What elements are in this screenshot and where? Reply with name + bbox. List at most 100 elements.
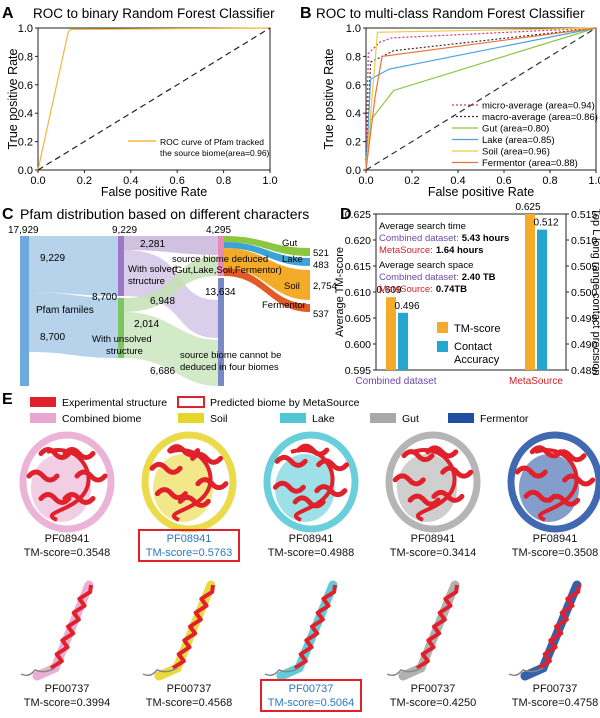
plotB-xtick-label: 0.4 [450,175,465,187]
bar-contact-accuracy-1 [537,229,547,370]
flow-pfam-solved [29,236,118,296]
protein-structure-globular [263,431,359,533]
legend-b-label-2: Gut (area=0.80) [482,124,549,135]
plotB-xtick-label: 0.8 [542,175,557,187]
panel-c: C Pfam distribution based on different c… [2,206,337,386]
plotA-xtick-label: 1.0 [262,175,277,187]
flow-unsolved-deduced [124,256,218,312]
structure-grid: PF08941 TM-score=0.3548 PF08941 TM-score=0.… [19,431,600,712]
protein-structure-helix [508,580,582,681]
annot-space-meta-value: 0.74TB [436,284,467,295]
protein-structure-globular [141,431,237,533]
protein-structure-helix [386,580,460,681]
experimental-helix [292,495,326,509]
node-fermentor-label: Fermentor [262,300,306,311]
node-deduced-label-1: source biome deduced [172,254,268,265]
structure-pfam-label: PF08941 [45,533,90,545]
bar-value-label: 0.625 [515,202,540,213]
plot-d-ytick-right-label: 0.505 [571,261,597,273]
experimental-helix [272,480,306,494]
node-gut-value: 521 [313,248,329,259]
overlay-model-shape [19,431,115,533]
structure-pfam-label: PF00737 [167,683,212,695]
protein-structure-helix [264,580,338,681]
panel-b: B ROC to multi-class Random Forest Class… [300,5,600,199]
plotA-xtick-label: 0.0 [30,175,45,187]
flow-pfam-solved-value: 9,229 [40,253,65,264]
plot-a-xlabel: False positive Rate [101,185,207,199]
legend-e-predicted-swatch [177,396,205,408]
annot-time-title: Average search time [379,221,466,232]
experimental-helix [514,465,548,479]
annot-time-meta-value: 1.64 hours [436,245,484,256]
plot-d-ytick-left-label: 0.610 [345,287,371,299]
structure-pfam-label: PF08941 [411,533,456,545]
predicted-biome-highlight-box [260,679,362,712]
plot-d-ytick-right-label: 0.485 [571,365,597,377]
plot-d-ytick-left-label: 0.600 [345,339,371,351]
node-solved-label-1: With solved [128,264,177,275]
experimental-backbone [46,448,91,522]
bar-value-label: 0.609 [376,285,401,296]
node-deduced-label-2: (Gut,Lake,Soil,Fermentor) [172,265,282,276]
plot-b-frame [365,27,597,171]
legend-d-contact-label-2: Accuracy [454,354,500,366]
node-pfam-value: 17,929 [8,225,39,236]
flow-solved-notdeduced-value: 6,948 [150,296,175,307]
overlay-model-shape [385,431,481,533]
legend-b-label-1: macro-average (area=0.86) [482,112,598,123]
node-gut-label: Gut [282,238,298,249]
bar-tm-score-0 [386,297,396,370]
loop-region [20,667,56,677]
node-fermentor-value: 537 [313,309,329,320]
annot-time-combined-value: 5.43 hours [462,233,510,244]
node-solved-value: 9,229 [112,225,137,236]
node-soil-label: Soil [284,281,300,292]
flow-deduced-fermentor [224,268,310,312]
flow-pfam-unsolved-value: 8,700 [40,332,65,343]
plot-d-ytick-left-label: 0.595 [345,365,371,377]
legend-e-soil-swatch [178,413,204,423]
bar-contact-accuracy-0 [398,312,408,370]
bar-tm-score-1 [525,214,535,370]
structure-tm-score: TM-score=0.4568 [146,697,233,709]
plot-d-category-1: MetaSource [509,376,563,387]
annot-time-meta-label: MetaSource: [379,245,433,256]
node-lake-label: Lake [282,254,303,265]
bar-value-label: 0.512 [533,218,558,229]
plotB-ytick-label: 0.2 [346,137,361,149]
plotB-xtick-label: 1.0 [588,175,600,187]
flow-deduced-gut [224,236,310,256]
experimental-helix [154,487,188,501]
annot-time-combined: Combined dataset: 5.43 hours [379,233,509,244]
annot-space-meta-label: MetaSource: [379,284,433,295]
legend-d-tm-label: TM-score [454,323,500,335]
legend-e-fermentor-swatch [448,413,474,423]
legend-a-label-1: ROC curve of Pfam tracked [160,137,264,147]
predicted-biome-highlight-box [138,529,240,562]
experimental-helix [316,458,350,472]
node-deduced [218,236,224,276]
plot-b-legend: micro-average (area=0.94)macro-average (… [452,101,598,169]
plot-d-area: 0.595 0.600 0.605 0.610 0.615 0.620 0.625 0.485… [345,202,598,377]
plotB-ytick-label: 0.0 [346,165,361,177]
overlay-model-core [31,454,91,522]
flow-unsolved-notdeduced-value: 6,686 [150,366,175,377]
experimental-helix [74,469,108,483]
plot-d-ylabel-left: Average TM-score [334,247,346,337]
protein-structure-helix [20,580,94,681]
structure-tm-score: TM-score=0.5763 [146,547,233,559]
experimental-helix [401,449,435,463]
node-notdeduced-label-2: deduced in four biomes [180,362,279,373]
legend-e-combined-swatch [30,413,56,423]
node-deduced-value: 4,295 [206,225,231,236]
plot-d-ytick-right-label: 0.510 [571,235,597,247]
experimental-helix [149,461,183,475]
panel-a-title: ROC to binary Random Forest Classifier [33,6,275,21]
experimental-backbone [534,448,579,522]
plot-d-ytick-right-label: 0.515 [571,209,597,221]
legend-d-contact-label-1: Contact [454,341,492,353]
plot-a-frame [37,27,271,171]
annot-space-combined-label: Combined dataset: [379,272,459,283]
legend-e-lake-label: Lake [312,413,335,425]
